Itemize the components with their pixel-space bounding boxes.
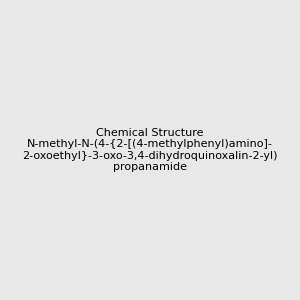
Text: Chemical Structure
N-methyl-N-(4-{2-[(4-methylphenyl)amino]-
2-oxoethyl}-3-oxo-3: Chemical Structure N-methyl-N-(4-{2-[(4-… [22, 128, 278, 172]
